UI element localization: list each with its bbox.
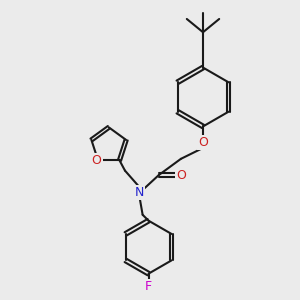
Text: N: N — [135, 186, 144, 199]
Text: F: F — [145, 280, 152, 293]
Text: O: O — [92, 154, 101, 167]
Text: O: O — [176, 169, 186, 182]
Text: O: O — [198, 136, 208, 149]
